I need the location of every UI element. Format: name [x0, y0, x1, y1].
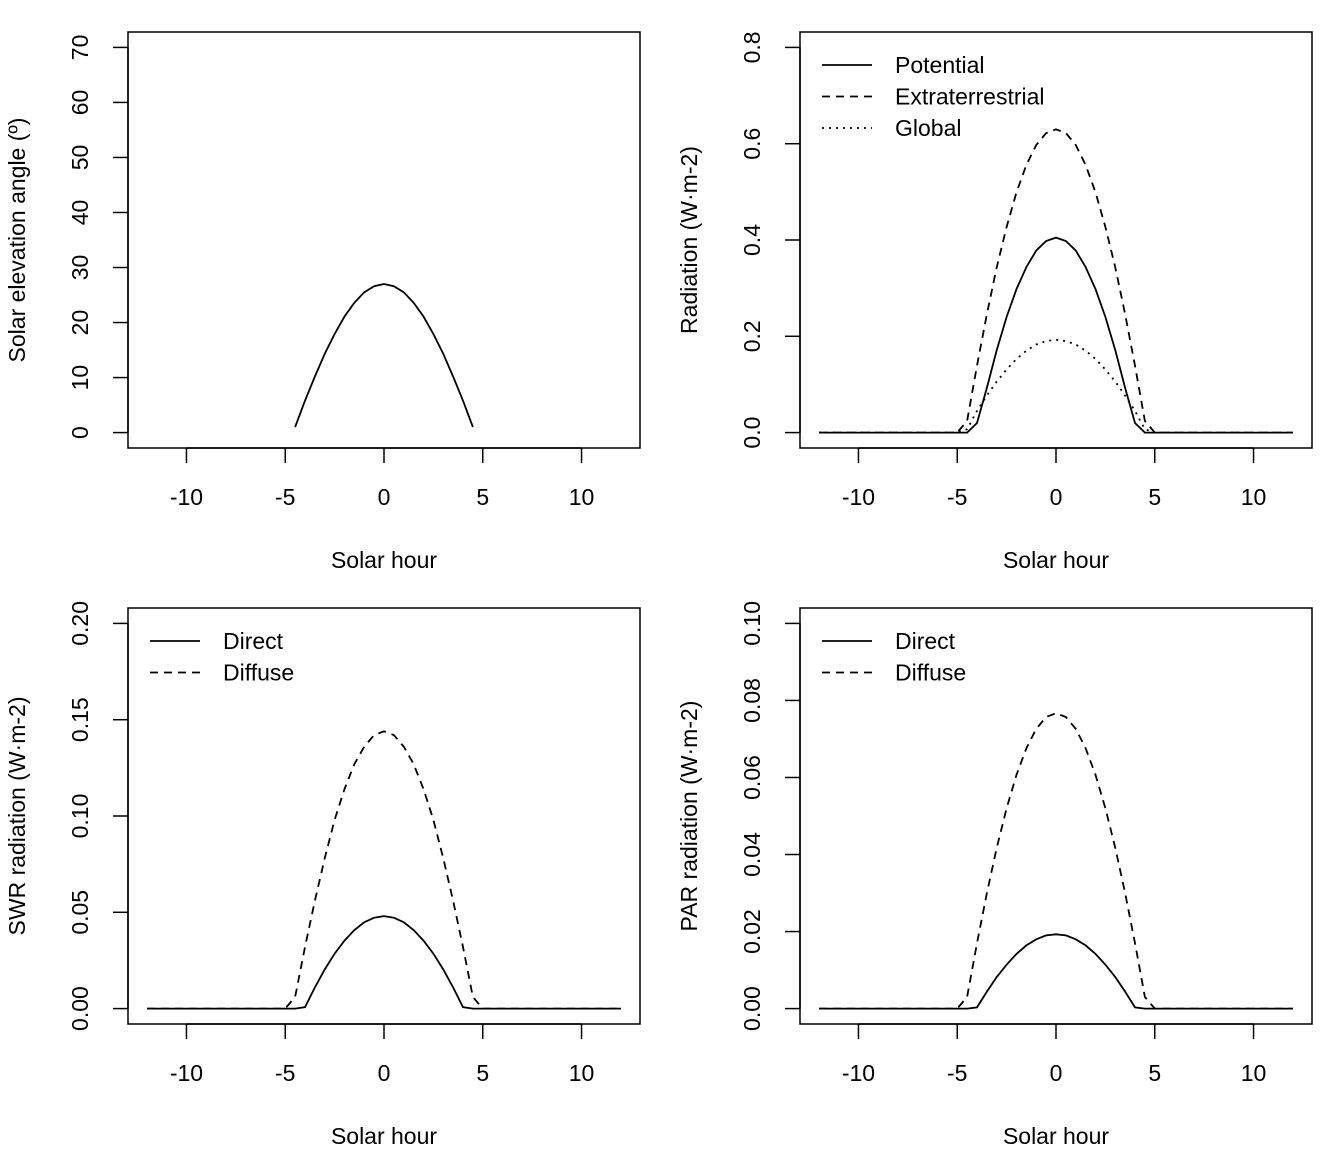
- x-tick-label: 0: [378, 484, 391, 510]
- panel-2: -10 -5 0 5 10 Solar hour 0.0 0.2 0.4 0.6 0.8 Radiat…: [676, 31, 1313, 573]
- legend-label: Diffuse: [223, 660, 294, 686]
- y-tick-label: 0.08: [739, 678, 765, 723]
- y-tick-label: 0.06: [739, 755, 765, 800]
- x-tick-label: 5: [1148, 1060, 1161, 1086]
- y-tick-label: 10: [67, 365, 93, 391]
- x-tick-label: -10: [842, 484, 875, 510]
- y-tick-label: 0: [67, 426, 93, 439]
- y-tick-label: 70: [67, 35, 93, 61]
- y-tick-label: 60: [67, 90, 93, 116]
- y-tick-label: 0.15: [67, 697, 93, 742]
- y-tick-label: 0.8: [739, 31, 765, 63]
- legend: Direct Diffuse: [150, 628, 294, 686]
- y-tick-label: 0.05: [67, 890, 93, 935]
- x-axis-label: Solar hour: [331, 547, 437, 573]
- panel-1: -10 -5 0 5 10 Solar hour 0 10 20 30 40 50 60 70 Solar …: [4, 31, 641, 573]
- x-tick-label: 0: [1050, 484, 1063, 510]
- x-tick-label: 10: [569, 484, 595, 510]
- legend-label: Diffuse: [895, 660, 966, 686]
- y-tick-label: 0.0: [739, 417, 765, 449]
- x-axis-label: Solar hour: [331, 1123, 437, 1149]
- x-tick-label: -10: [170, 484, 203, 510]
- series-line-direct: [819, 933, 1293, 1010]
- plot-frame: [799, 31, 1313, 449]
- legend-label: Potential: [895, 52, 985, 78]
- y-tick-label: 0.4: [739, 224, 765, 256]
- y-tick-label: 0.00: [67, 986, 93, 1031]
- legend-label: Direct: [895, 628, 956, 654]
- x-tick-label: 10: [1241, 1060, 1267, 1086]
- series-line-extraterrestrial: [819, 128, 1293, 434]
- series-line-global: [819, 338, 1293, 434]
- y-axis-label: PAR radiation (W·m-2): [676, 701, 702, 932]
- plot-frame: [127, 607, 641, 1025]
- plot-frame: [127, 31, 641, 449]
- y-axis-label: Radiation (W·m-2): [676, 146, 702, 334]
- y-axis-label: SWR radiation (W·m-2): [4, 697, 30, 936]
- legend: Potential Extraterrestrial Global: [822, 52, 1045, 141]
- x-tick-label: -5: [947, 484, 967, 510]
- y-tick-label: 0.10: [739, 601, 765, 646]
- x-axis-label: Solar hour: [1003, 547, 1109, 573]
- series-line-diffuse: [819, 712, 1293, 1010]
- y-tick-label: 0.04: [739, 832, 765, 877]
- series-line-diffuse: [147, 730, 621, 1010]
- x-tick-label: 5: [476, 484, 489, 510]
- y-tick-label: 0.20: [67, 601, 93, 646]
- x-tick-label: 10: [569, 1060, 595, 1086]
- x-tick-label: 5: [476, 1060, 489, 1086]
- plot-frame: [799, 607, 1313, 1025]
- legend: Direct Diffuse: [822, 628, 966, 686]
- x-tick-label: -5: [275, 1060, 295, 1086]
- series-line-potential: [819, 236, 1293, 434]
- x-tick-label: 0: [1050, 1060, 1063, 1086]
- x-tick-label: 5: [1148, 484, 1161, 510]
- y-tick-label: 30: [67, 255, 93, 281]
- series-line-direct: [147, 915, 621, 1010]
- y-tick-label: 0.02: [739, 909, 765, 954]
- y-tick-label: 0.2: [739, 320, 765, 352]
- x-tick-label: -5: [947, 1060, 967, 1086]
- x-tick-label: 10: [1241, 484, 1267, 510]
- legend-label: Direct: [223, 628, 284, 654]
- x-tick-label: -5: [275, 484, 295, 510]
- y-tick-label: 0.10: [67, 794, 93, 839]
- panel-3: -10 -5 0 5 10 Solar hour 0.00 0.05 0.10 0.15 0.20 S…: [4, 601, 641, 1149]
- x-tick-label: -10: [170, 1060, 203, 1086]
- y-tick-label: 0.00: [739, 986, 765, 1031]
- y-tick-label: 50: [67, 145, 93, 171]
- y-tick-label: 20: [67, 310, 93, 336]
- y-tick-label: 40: [67, 200, 93, 226]
- x-tick-label: -10: [842, 1060, 875, 1086]
- legend-label: Global: [895, 115, 961, 141]
- x-tick-label: 0: [378, 1060, 391, 1086]
- x-axis-label: Solar hour: [1003, 1123, 1109, 1149]
- panel-4: -10 -5 0 5 10 Solar hour 0.00 0.02 0.04 0.06 0.08 0…: [676, 601, 1313, 1149]
- y-tick-label: 0.6: [739, 128, 765, 160]
- y-axis-label: Solar elevation angle (º): [4, 118, 30, 363]
- series-line-elevation: [294, 283, 474, 428]
- legend-label: Extraterrestrial: [895, 84, 1045, 110]
